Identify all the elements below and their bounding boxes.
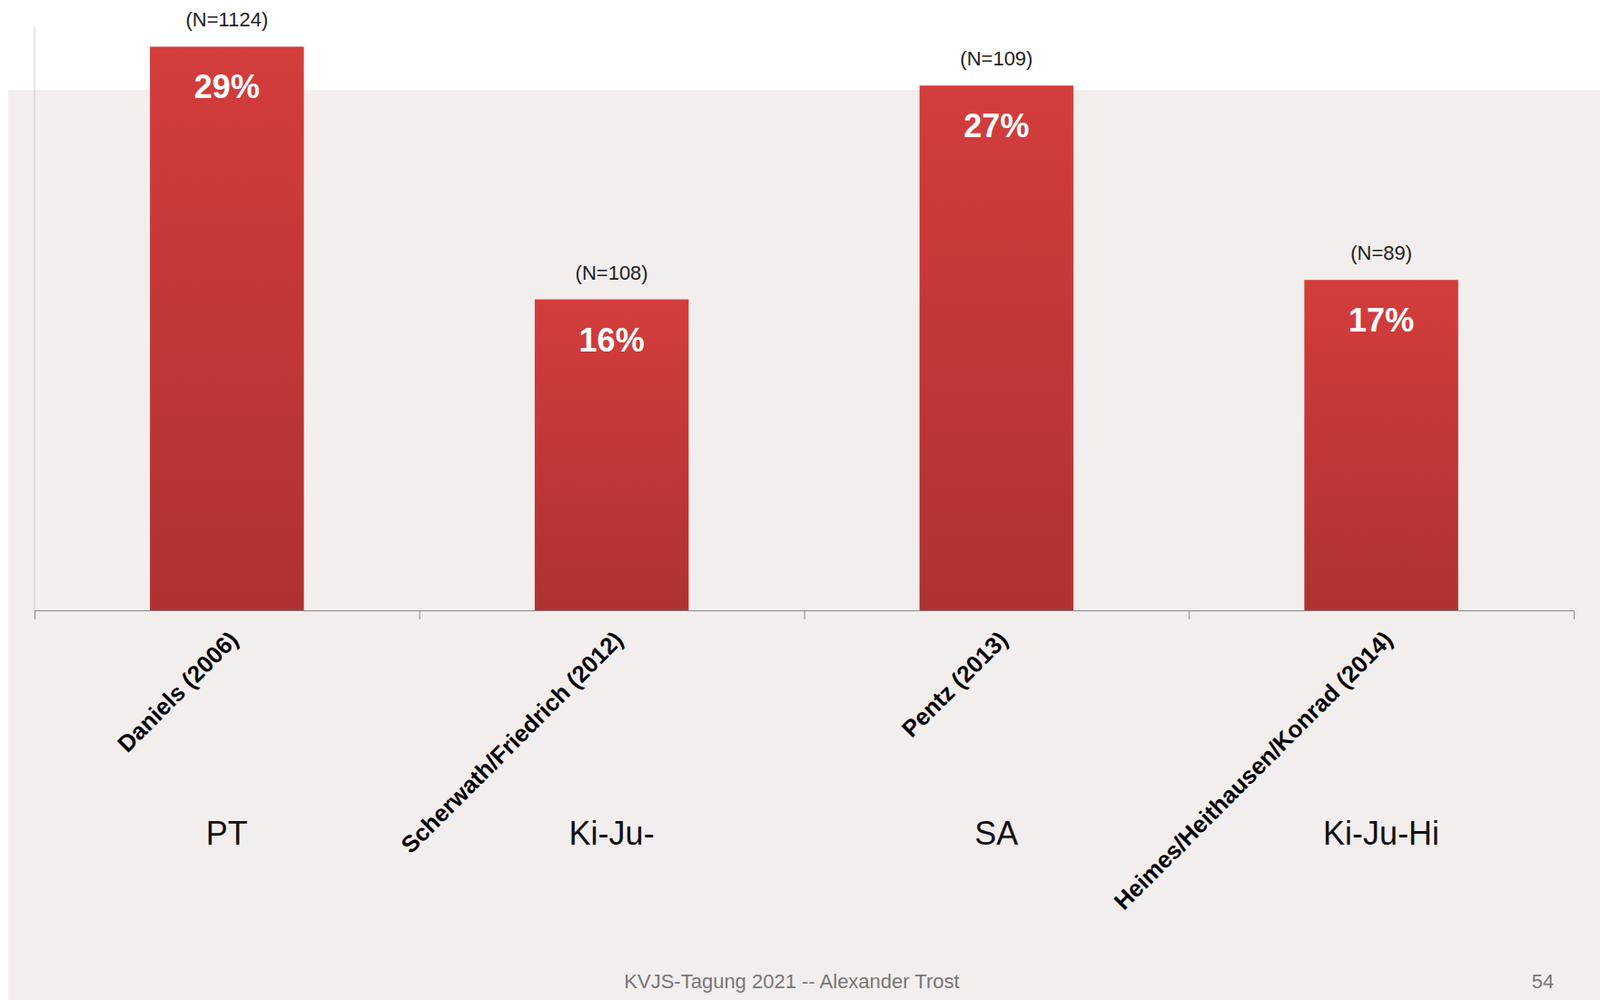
bar (534, 299, 690, 611)
data-label: 29% (194, 68, 260, 106)
group-label: Ki-Ju- (569, 814, 655, 852)
page-number: 54 (1531, 969, 1554, 993)
x-axis-line (35, 611, 1575, 621)
tick-mark (419, 610, 421, 620)
data-label: 16% (579, 321, 645, 359)
tick-mark (804, 610, 806, 620)
bar (919, 85, 1075, 611)
category-boundary (34, 610, 36, 620)
category-label: Daniels (2006) (111, 625, 244, 758)
x-axis (35, 610, 1575, 620)
sample-size: (N=109) (959, 47, 1033, 70)
group-label: PT (206, 814, 248, 852)
sample-size: (N=1124) (186, 8, 269, 31)
bars (149, 46, 1459, 611)
labels: 29% 16% 27% 17% (N=1124) (N=108) (N=109) (N=89)… (111, 8, 1554, 993)
category-boundary (1573, 610, 1575, 620)
data-label: 17% (1348, 301, 1414, 339)
y-axis-line (34, 27, 36, 611)
bar (1303, 279, 1459, 611)
category-label: Pentz (2013) (896, 625, 1014, 743)
bar (149, 46, 305, 611)
tick-mark (34, 610, 36, 620)
chart: 29% 16% 27% 17% (N=1124) (N=108) (N=109) (N=89)… (0, 0, 1600, 1000)
sample-size: (N=108) (575, 261, 649, 285)
tick-mark (1188, 610, 1190, 620)
tick-mark (1573, 610, 1575, 620)
data-label: 27% (963, 107, 1029, 145)
category-boundary (1188, 610, 1190, 620)
category-boundary (419, 610, 421, 620)
footer: KVJS-Tagung 2021 -- Alexander Trost (623, 969, 959, 993)
sample-size: (N=89) (1350, 241, 1413, 265)
category-boundary (804, 610, 806, 620)
group-label: Ki-Ju-Hi (1323, 814, 1440, 852)
category-label: Heimes/Heithausen/Konrad (2014) (1108, 625, 1399, 916)
group-label: SA (974, 814, 1018, 852)
